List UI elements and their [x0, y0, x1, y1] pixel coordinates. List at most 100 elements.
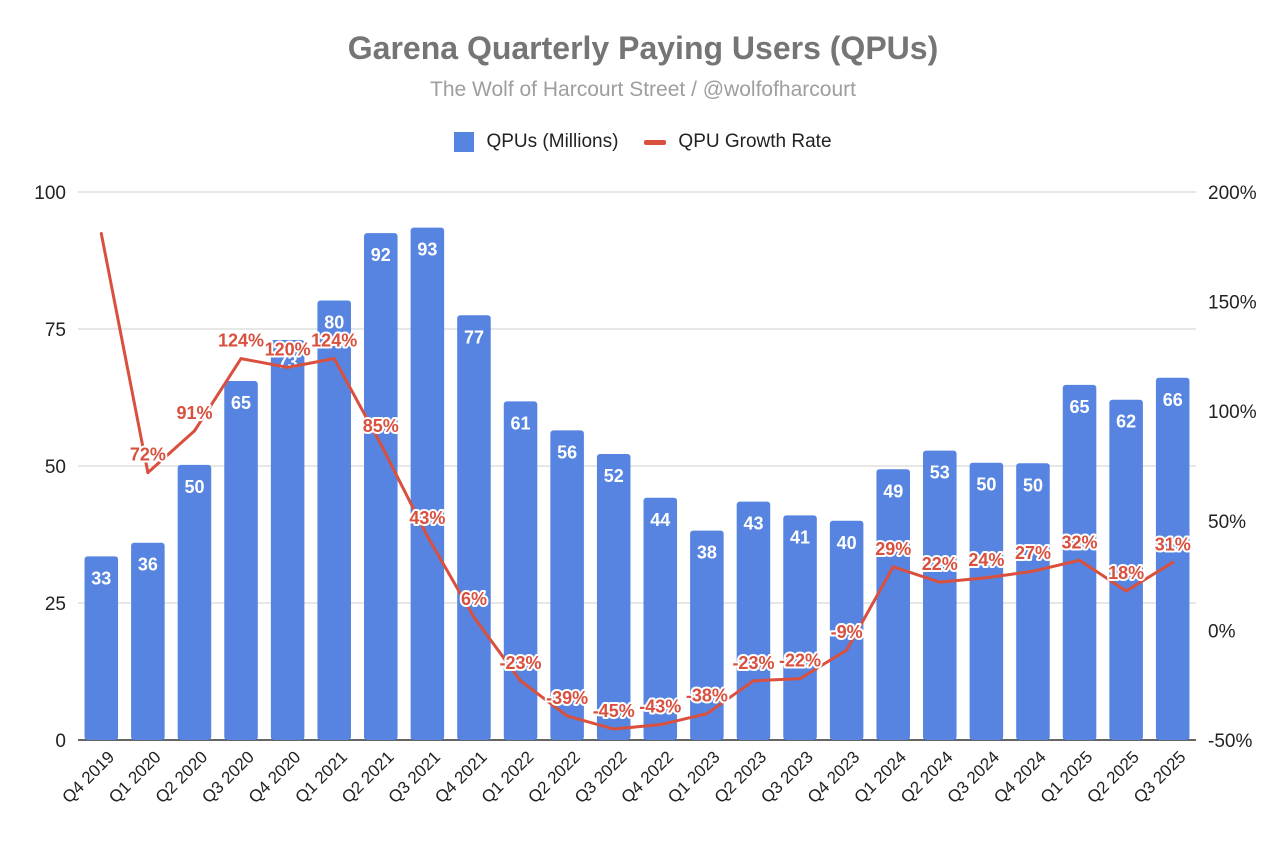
y-right-tick-label: 0% [1208, 621, 1236, 642]
bar [1016, 463, 1050, 740]
bar-value-label: 77 [464, 327, 484, 347]
growth-point [565, 714, 569, 718]
y-left-tick-label: 100 [34, 183, 66, 204]
legend-label-growth: QPU Growth Rate [678, 131, 832, 152]
bar [224, 381, 258, 740]
bar [317, 300, 351, 740]
growth-label-halo: -39% [546, 688, 588, 708]
growth-label-halo: 124% [311, 331, 357, 351]
growth-point [239, 357, 243, 361]
growth-label-halo: -23% [732, 653, 774, 673]
growth-label: 29% [875, 539, 911, 559]
y-left-tick-label: 25 [45, 594, 66, 615]
chart-subtitle: The Wolf of Harcourt Street / @wolfofhar… [430, 78, 856, 101]
growth-label: 91% [176, 403, 212, 423]
y-right-tick-label: 50% [1208, 512, 1246, 533]
bar [270, 339, 305, 740]
y-right-tick-label: 200% [1208, 183, 1257, 204]
bar [550, 430, 584, 740]
bar [876, 469, 910, 740]
bar-value-label: 38 [697, 543, 717, 563]
y-right-tick-label: 150% [1208, 293, 1257, 314]
growth-label-halo: 43% [409, 508, 445, 528]
bar [783, 515, 817, 740]
bar-value-label: 41 [790, 527, 810, 547]
bar-value-label: 93 [417, 240, 437, 260]
growth-label-halo: 22% [922, 554, 958, 574]
bar-value-label: 66 [1163, 390, 1183, 410]
growth-point [798, 677, 802, 681]
bar-value-label: 62 [1116, 412, 1136, 432]
growth-point [1031, 569, 1035, 573]
bar [736, 501, 771, 740]
growth-point [379, 442, 383, 446]
growth-point [425, 534, 429, 538]
growth-label-halo: 6% [461, 589, 487, 609]
bar [131, 542, 165, 740]
legend-swatch-line [644, 139, 667, 145]
growth-label-halo: -38% [686, 686, 728, 706]
bar [364, 233, 398, 740]
growth-point [751, 679, 755, 683]
bar [410, 227, 445, 740]
bar-value-label: 50 [184, 477, 204, 497]
growth-label-halo: -43% [639, 697, 681, 717]
growth-point [612, 727, 616, 731]
growth-point [99, 232, 103, 236]
growth-label: 18% [1108, 563, 1144, 583]
legend-item-qpus: QPUs (Millions) [454, 131, 618, 153]
growth-label: -43% [639, 697, 681, 717]
growth-label: -23% [732, 653, 774, 673]
growth-label: 124% [218, 331, 264, 351]
bar-value-label: 92 [371, 245, 391, 265]
growth-label: 124% [311, 331, 357, 351]
bar [177, 464, 212, 740]
bar-value-label: 65 [1070, 397, 1090, 417]
bar [923, 450, 957, 740]
y-left-tick-label: 0 [55, 731, 66, 752]
growth-point [1078, 558, 1082, 562]
growth-label: 24% [968, 550, 1004, 570]
growth-label: 43% [409, 508, 445, 528]
bar-value-label: 65 [231, 393, 251, 413]
bar-value-label: 56 [557, 442, 577, 462]
growth-label: 6% [461, 589, 487, 609]
growth-point [845, 648, 849, 652]
growth-label-halo: 27% [1015, 543, 1051, 563]
bar-value-label: 33 [91, 568, 111, 588]
legend-swatch-bar [454, 132, 475, 152]
legend-label-qpus: QPUs (Millions) [486, 131, 619, 152]
growth-point [286, 365, 290, 369]
growth-point [1171, 560, 1175, 564]
bar-value-label: 44 [650, 510, 670, 530]
y-left-tick-label: 75 [45, 320, 66, 341]
growth-label: 27% [1015, 543, 1051, 563]
bar [457, 315, 491, 740]
bar [829, 520, 864, 740]
growth-label: -39% [546, 688, 588, 708]
bar [503, 401, 538, 740]
bar [1062, 384, 1097, 740]
y-right-tick-label: -50% [1208, 731, 1252, 752]
bar-value-label: 50 [1023, 475, 1043, 495]
growth-label-halo: 124% [218, 331, 264, 351]
chart-title: Garena Quarterly Paying Users (QPUs) [347, 30, 939, 66]
growth-label: -9% [831, 622, 863, 642]
growth-label-halo: 32% [1062, 532, 1098, 552]
growth-line [99, 232, 1175, 731]
growth-label-halo: 120% [265, 339, 311, 359]
growth-point [938, 580, 942, 584]
bar-value-label: 40 [837, 533, 857, 553]
growth-point [891, 565, 895, 569]
growth-label-halo: -22% [779, 651, 821, 671]
growth-label: 85% [363, 416, 399, 436]
bar [1109, 399, 1143, 740]
growth-label-halo: 31% [1155, 534, 1191, 554]
growth-label-halo: 85% [363, 416, 399, 436]
growth-label: 120% [265, 339, 311, 359]
growth-point [658, 723, 662, 727]
growth-label-halo: 29% [875, 539, 911, 559]
growth-label-halo: -23% [500, 653, 542, 673]
y-left-tick-label: 50 [45, 457, 66, 478]
